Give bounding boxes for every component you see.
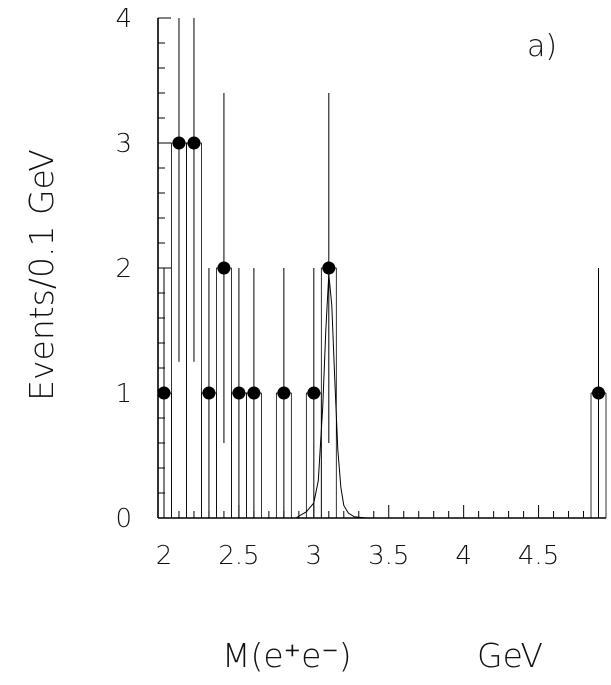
y-tick-label: 2 [115, 254, 132, 284]
x-tick-label: 3.5 [368, 541, 409, 571]
x-axis-unit: GeV [477, 636, 543, 675]
y-tick-label: 4 [115, 4, 132, 34]
data-point [277, 386, 291, 400]
data-point [202, 386, 216, 400]
data-point [247, 386, 261, 400]
data-point [322, 261, 336, 275]
data-points-layer [157, 136, 606, 400]
y-axis-title: Events/0.1 GeV [22, 149, 61, 401]
data-point [232, 386, 246, 400]
panel-label: a) [527, 29, 557, 64]
data-point [172, 136, 186, 150]
x-tick-label: 2 [156, 541, 173, 571]
tick-labels-layer: 0 1 2 3 4 2 2.5 3 3.5 4 4.5 [115, 4, 559, 571]
y-tick-label: 1 [115, 379, 132, 409]
y-tick-label: 0 [115, 504, 132, 534]
x-tick-label: 4 [455, 541, 472, 571]
x-tick-label: 2.5 [218, 541, 259, 571]
data-point [157, 386, 171, 400]
data-point [217, 261, 231, 275]
y-tick-label: 3 [115, 129, 132, 159]
data-point [187, 136, 201, 150]
x-axis-title: M(e⁺e⁻) [222, 636, 352, 675]
data-point [307, 386, 321, 400]
fit-curve [295, 274, 367, 519]
x-tick-label: 4.5 [518, 541, 559, 571]
fit-curve-layer [295, 274, 367, 519]
x-tick-label: 3 [306, 541, 323, 571]
data-point [592, 386, 606, 400]
